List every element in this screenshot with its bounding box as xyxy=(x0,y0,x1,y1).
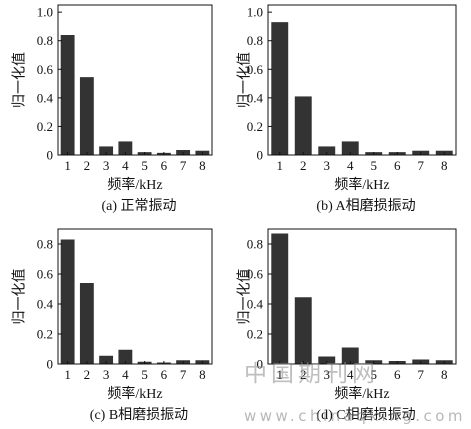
bar-2 xyxy=(294,96,312,155)
x-axis-label: 频率/kHz xyxy=(107,385,162,402)
y-tick-label: 0.2 xyxy=(247,327,263,342)
x-tick-label: 8 xyxy=(199,158,206,173)
x-tick-label: 7 xyxy=(180,158,187,173)
y-tick-label: 0.8 xyxy=(37,33,53,48)
y-axis-label: 归一化值 xyxy=(11,52,28,108)
y-axis-label: 归一化值 xyxy=(236,269,253,325)
x-tick-label: 1 xyxy=(64,158,71,173)
bar-1 xyxy=(60,239,75,364)
y-tick-label: 0 xyxy=(47,357,54,372)
bar-4 xyxy=(118,349,133,364)
y-tick-label: 0.6 xyxy=(37,62,54,77)
x-tick-label: 5 xyxy=(141,367,148,382)
panel-title: (a) 正常振动 xyxy=(101,198,176,214)
x-tick-label: 7 xyxy=(418,367,425,382)
panel-a: 0 0.2 0.4 0.6 0.8 1.0 1 2 3 4 5 6 7 8 频率/kHz 归一化值 (a) 正常… xyxy=(11,4,213,214)
y-tick-label: 0.4 xyxy=(247,90,264,105)
y-tick-label: 0.4 xyxy=(37,90,54,105)
x-tick-label: 3 xyxy=(324,367,331,382)
x-axis-label: 频率/kHz xyxy=(107,176,162,193)
x-tick-label: 6 xyxy=(394,367,401,382)
bar-1 xyxy=(60,35,75,155)
x-axis-label: 频率/kHz xyxy=(334,385,389,402)
y-tick-label: 0.8 xyxy=(247,33,263,48)
bar-3 xyxy=(99,355,114,364)
y-tick-label: 0.2 xyxy=(247,119,263,134)
panel-title: (d) C相磨损振动 xyxy=(316,407,415,423)
y-tick-label: 1.0 xyxy=(37,5,53,20)
y-tick-label: 0 xyxy=(257,148,264,163)
y-tick-label: 0 xyxy=(257,357,264,372)
x-tick-label: 4 xyxy=(122,367,129,382)
plot-frame xyxy=(267,228,457,365)
y-axis-label: 归一化值 xyxy=(236,52,253,108)
x-tick-label: 4 xyxy=(347,367,354,382)
watermark-url: www.chinaqking.com xyxy=(244,407,466,425)
x-tick-label: 2 xyxy=(84,158,91,173)
y-tick-label: 0.4 xyxy=(247,297,264,312)
x-tick-label: 2 xyxy=(300,158,307,173)
bar-3 xyxy=(318,356,336,364)
x-tick-label: 6 xyxy=(394,158,401,173)
y-tick-label: 1.0 xyxy=(247,5,263,20)
y-tick-label: 0.6 xyxy=(247,62,264,77)
x-tick-label: 7 xyxy=(180,367,187,382)
panel-d: 0 0.2 0.4 0.6 0.8 1 2 3 4 5 6 7 8 频率/kHz 归一化值 (d) C相磨损振… xyxy=(236,228,457,423)
y-tick-label: 0.2 xyxy=(37,327,53,342)
x-tick-label: 6 xyxy=(161,158,168,173)
x-tick-label: 1 xyxy=(64,367,71,382)
panel-title: (b) A相磨损振动 xyxy=(316,198,415,214)
x-tick-label: 3 xyxy=(103,367,110,382)
y-tick-label: 0.2 xyxy=(37,119,53,134)
y-axis-label: 归一化值 xyxy=(11,269,28,325)
bar-4 xyxy=(341,141,359,155)
bar-4 xyxy=(341,347,359,364)
x-tick-label: 1 xyxy=(277,367,284,382)
x-tick-label: 3 xyxy=(324,158,331,173)
plot-frame xyxy=(57,228,213,365)
x-tick-label: 6 xyxy=(161,367,168,382)
x-tick-label: 8 xyxy=(199,367,206,382)
panel-title: (c) B相磨损振动 xyxy=(90,407,188,423)
x-tick-label: 7 xyxy=(418,158,425,173)
plot-frame xyxy=(57,4,213,156)
x-tick-label: 5 xyxy=(141,158,148,173)
bar-2 xyxy=(79,283,94,364)
watermark-cn: 中国期刊网 xyxy=(244,361,379,387)
panel-c: 0 0.2 0.4 0.6 0.8 1 2 3 4 5 6 7 8 频率/kHz 归一化值 (c) B相磨损振… xyxy=(11,228,213,423)
x-tick-label: 1 xyxy=(277,158,284,173)
bar-3 xyxy=(99,146,114,155)
x-tick-label: 3 xyxy=(103,158,110,173)
bar-3 xyxy=(318,146,336,155)
bar-1 xyxy=(271,22,289,155)
y-tick-label: 0.8 xyxy=(37,237,53,252)
bar-4 xyxy=(118,141,133,155)
x-tick-label: 2 xyxy=(84,367,91,382)
x-axis-label: 频率/kHz xyxy=(334,176,389,193)
x-tick-label: 8 xyxy=(441,367,448,382)
y-tick-label: 0.6 xyxy=(37,267,54,282)
x-tick-label: 2 xyxy=(300,367,307,382)
bar-2 xyxy=(79,77,94,155)
x-tick-label: 4 xyxy=(347,158,354,173)
x-tick-label: 5 xyxy=(371,158,378,173)
plot-frame xyxy=(267,4,457,156)
panel-b: 0 0.2 0.4 0.6 0.8 1.0 1 2 3 4 5 6 7 8 频率/kHz 归一化值 (b) A相… xyxy=(236,4,457,214)
y-tick-label: 0 xyxy=(47,148,54,163)
y-tick-label: 0.6 xyxy=(247,267,264,282)
x-tick-label: 4 xyxy=(122,158,129,173)
y-tick-label: 0.4 xyxy=(37,297,54,312)
x-tick-label: 8 xyxy=(441,158,448,173)
y-tick-label: 0.8 xyxy=(247,237,263,252)
x-tick-label: 5 xyxy=(371,367,378,382)
bar-2 xyxy=(294,297,312,364)
bar-1 xyxy=(271,233,289,364)
watermark: 中国期刊网 www.chinaqking.com xyxy=(244,361,466,425)
